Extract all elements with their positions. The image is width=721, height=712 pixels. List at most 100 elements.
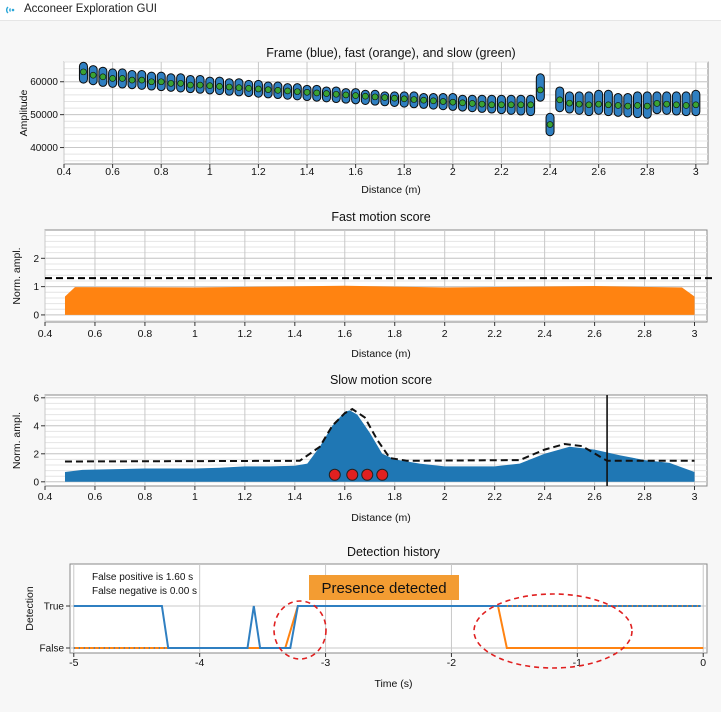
chart4-ytick-label: False <box>40 644 65 655</box>
chart4-xtick-label: -5 <box>69 657 78 669</box>
chart2-xtick-label: 2.6 <box>587 328 602 340</box>
detected-presence-marker <box>376 468 389 481</box>
chart3-xtick-label: 3 <box>692 491 698 503</box>
chart1-xtick-label: 2.4 <box>543 166 558 178</box>
chart1-ytick-label: 50000 <box>30 110 58 121</box>
chart3-xtick-label: 2 <box>442 491 448 503</box>
chart4-title: Detection history <box>347 545 441 559</box>
chart1-xtick-label: 1 <box>207 166 213 178</box>
slow-point <box>420 96 427 104</box>
slow-point <box>381 94 389 101</box>
chart1-xtick-label: 2 <box>450 166 456 178</box>
chart4-ytick-label: True <box>44 602 65 613</box>
chart4-ylabel: Detection <box>24 586 36 631</box>
chart1-xtick-label: 0.4 <box>57 166 72 178</box>
chart3-xtick-label: 1.4 <box>288 491 303 503</box>
chart2-xtick-label: 1.4 <box>288 328 303 340</box>
chart3-ytick-label: 2 <box>33 449 39 460</box>
chart3-ylabel: Norm. ampl. <box>11 412 23 469</box>
chart3-xlabel: Distance (m) <box>351 512 411 524</box>
slow-point <box>264 86 272 93</box>
slow-point <box>196 81 204 89</box>
chart2-xtick-label: 0.6 <box>88 328 103 340</box>
slow-point <box>109 75 116 82</box>
slow-point <box>128 76 136 84</box>
detected-presence-marker <box>361 468 374 481</box>
slow-point <box>400 95 408 103</box>
charts-canvas: 0.4 0.6 0.8 1 1.2 1.4 1.6 1.8 2 2.2 2.4 2.6 2.8 3 4000… <box>11 46 714 690</box>
slow-point <box>527 101 534 109</box>
chart2-title: Fast motion score <box>331 210 430 224</box>
chart4-xlabel: Time (s) <box>374 678 412 690</box>
chart3-xtick-label: 1.8 <box>387 491 402 503</box>
presence-detected-banner <box>309 575 459 600</box>
chart3-xtick-label: 1.6 <box>337 491 352 503</box>
slow-point <box>498 101 505 109</box>
slow-point <box>605 101 612 109</box>
chart1-title: Frame (blue), fast (orange), and slow (g… <box>266 46 515 60</box>
slow-point <box>585 101 593 109</box>
slow-point <box>537 86 544 94</box>
chart2-xtick-label: 1.2 <box>238 328 253 340</box>
chart2-xtick-label: 2.2 <box>487 328 502 340</box>
slow-point <box>235 84 243 91</box>
slow-point <box>157 78 165 86</box>
slow-point <box>284 87 291 95</box>
chart4-xtick-label: -4 <box>195 657 204 669</box>
highlight-ellipse <box>473 593 633 669</box>
chart2-xtick-label: 1 <box>192 328 198 340</box>
slow-point <box>391 94 398 102</box>
chart3-ytick-label: 6 <box>33 393 39 404</box>
chart1-xtick-label: 0.8 <box>154 166 169 178</box>
slow-point <box>517 101 525 109</box>
chart2-xtick-label: 1.6 <box>337 328 352 340</box>
chart3-xtick-label: 0.6 <box>88 491 103 503</box>
slow-point <box>89 71 97 79</box>
slow-point <box>342 91 350 99</box>
slow-point <box>99 73 107 81</box>
chart2-ytick-label: 2 <box>33 254 39 265</box>
chart3-xtick-label: 2.4 <box>537 491 552 503</box>
false-negative-label: False negative is 0.00 s <box>92 586 197 597</box>
chart1-xtick-label: 2.2 <box>494 166 509 178</box>
presence-detected-text: Presence detected <box>321 580 446 597</box>
slow-point <box>673 101 680 109</box>
slow-point <box>225 83 233 91</box>
slow-point <box>449 98 457 106</box>
window-title: Acconeer Exploration GUI <box>24 3 157 15</box>
slow-point <box>216 83 223 90</box>
chart1-ytick-label: 40000 <box>30 143 58 154</box>
chart2-xtick-label: 2.8 <box>637 328 652 340</box>
slow-point <box>323 90 330 97</box>
slow-point <box>255 85 262 93</box>
chart1-ylabel: Amplitude <box>18 90 30 137</box>
chart1-xtick-label: 0.6 <box>105 166 120 178</box>
chart3-title: Slow motion score <box>330 373 432 387</box>
chart2-xtick-label: 1.8 <box>387 328 402 340</box>
chart2-xtick-label: 3 <box>692 328 698 340</box>
slow-point <box>148 78 155 86</box>
fast-score-area <box>64 285 695 315</box>
slow-point <box>245 85 252 92</box>
slow-point <box>643 102 651 110</box>
chart1-xtick-label: 1.8 <box>397 166 412 178</box>
chart2-ytick-label: 1 <box>33 282 39 293</box>
slow-point <box>566 99 573 107</box>
chart3-ytick-label: 0 <box>33 477 39 488</box>
slow-point <box>439 98 447 105</box>
chart1-xtick-label: 1.2 <box>251 166 266 178</box>
chart1-xtick-label: 2.6 <box>591 166 606 178</box>
highlight-ellipse <box>273 600 327 660</box>
slow-point <box>371 93 379 101</box>
false-positive-label: False positive is 1.60 s <box>92 572 193 583</box>
chart1-xtick-label: 2.8 <box>640 166 655 178</box>
chart2-xtick-label: 2.4 <box>537 328 552 340</box>
chart3-xtick-label: 0.4 <box>38 491 53 503</box>
presence-line <box>73 605 701 649</box>
chart1-xtick-label: 1.6 <box>348 166 363 178</box>
chart4-xtick-label: -2 <box>447 657 456 669</box>
chart4-xtick-label: 0 <box>700 657 706 669</box>
chart1-xtick-label: 1.4 <box>300 166 315 178</box>
chart4-xtick-label: -1 <box>573 657 582 669</box>
acconeer-logo-icon <box>6 6 15 14</box>
